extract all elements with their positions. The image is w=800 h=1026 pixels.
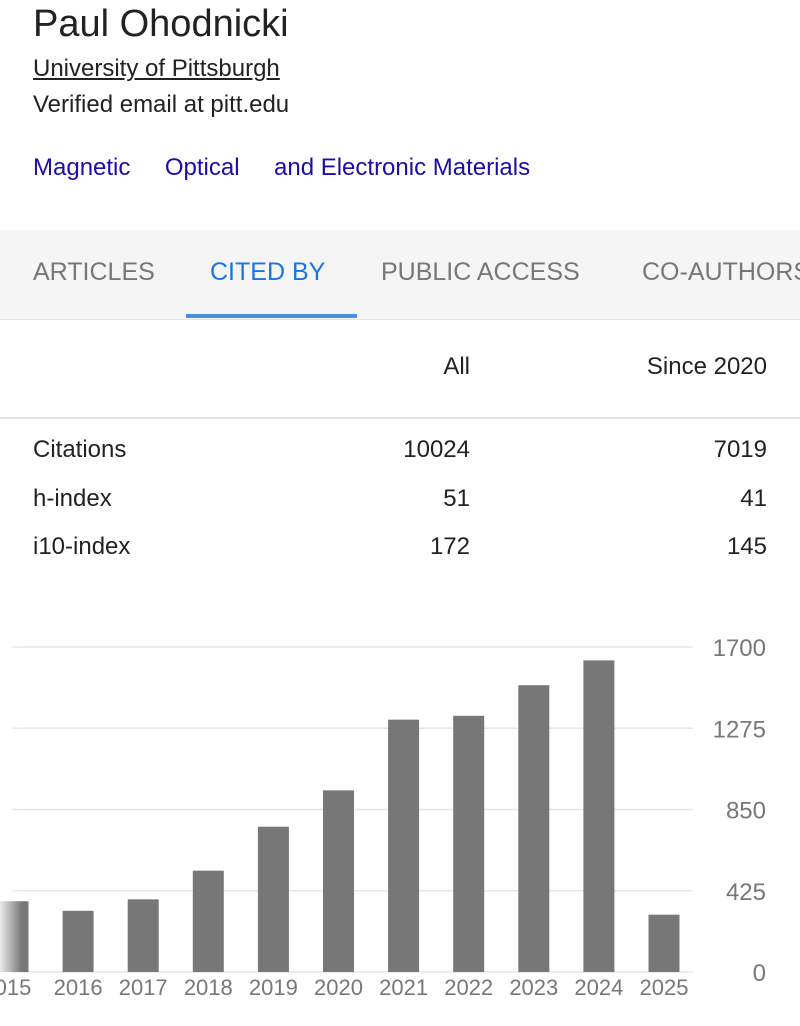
bar-2018[interactable] [192, 870, 224, 972]
y-tick-label: 1275 [713, 716, 766, 743]
x-tick-label: 2023 [509, 975, 558, 1000]
x-tick-label: 2019 [249, 975, 298, 1000]
x-tick-label: 2022 [444, 975, 493, 1000]
value-since-2020: 41 [740, 485, 767, 512]
row-label: Citations [33, 436, 127, 463]
citations-per-year-chart: 0 425 850 1275 1700 015 2016 2017 2018 2019 2020 20… [0, 590, 800, 1021]
y-tick-label: 1700 [713, 635, 766, 662]
bar-2019[interactable] [257, 826, 289, 972]
chart-left-fade [0, 590, 22, 1021]
tab-public-access[interactable]: PUBLIC ACCESS [381, 258, 580, 286]
verified-email: Verified email at pitt.edu [33, 91, 290, 118]
bar-2020[interactable] [323, 790, 354, 972]
bar-2022[interactable] [453, 715, 485, 972]
bar-2024[interactable] [583, 660, 615, 972]
tab-cited-by[interactable]: CITED BY [210, 258, 326, 286]
tab-bar: ARTICLES CITED BY PUBLIC ACCESS CO-AUTHO… [0, 230, 800, 320]
y-tick-label: 850 [726, 798, 766, 825]
profile-name: Paul Ohodnicki [33, 3, 289, 45]
table-row: h-index 51 41 [0, 484, 800, 524]
table-row: i10-index 172 145 [0, 532, 800, 572]
affiliation-link[interactable]: University of Pittsburgh [33, 55, 280, 82]
interest-link[interactable]: Magnetic [33, 154, 131, 181]
bar-2016[interactable] [62, 910, 94, 972]
x-tick-label: 015 [0, 975, 31, 1000]
x-tick-label: 2024 [574, 975, 623, 1000]
row-label: h-index [33, 485, 112, 512]
x-tick-label: 2017 [119, 975, 168, 1000]
value-all: 51 [443, 485, 470, 512]
x-tick-label: 2018 [184, 975, 233, 1000]
row-label: i10-index [33, 533, 131, 560]
value-all: 10024 [403, 436, 470, 463]
y-tick-label: 0 [753, 960, 766, 987]
active-tab-indicator [186, 314, 357, 318]
table-row: Citations 10024 7019 [0, 435, 800, 475]
interest-link[interactable]: Optical [164, 154, 240, 181]
interest-link[interactable]: and Electronic Materials [274, 154, 531, 181]
value-since-2020: 145 [726, 533, 767, 560]
column-header-all: All [443, 353, 470, 380]
bar-2023[interactable] [518, 685, 550, 972]
x-tick-label: 2020 [314, 975, 363, 1000]
citation-table-header: All Since 2020 [0, 320, 800, 419]
chart-canvas: 0 425 850 1275 1700 015 2016 2017 2018 2019 2020 20… [0, 590, 766, 1021]
x-tick-label: 2016 [54, 975, 103, 1000]
research-interests: Magnetic Optical and Electronic Material… [33, 153, 560, 183]
value-since-2020: 7019 [713, 436, 767, 463]
bar-2025[interactable] [648, 914, 680, 972]
bar-2021[interactable] [388, 719, 420, 972]
y-tick-label: 425 [726, 879, 766, 906]
x-tick-label: 2021 [379, 975, 428, 1000]
tab-articles[interactable]: ARTICLES [33, 258, 155, 286]
tab-co-authors[interactable]: CO-AUTHORS [642, 258, 800, 286]
bar-2017[interactable] [127, 899, 159, 972]
column-header-since-2020: Since 2020 [646, 353, 767, 380]
x-tick-label: 2025 [640, 975, 689, 1000]
value-all: 172 [429, 533, 470, 560]
